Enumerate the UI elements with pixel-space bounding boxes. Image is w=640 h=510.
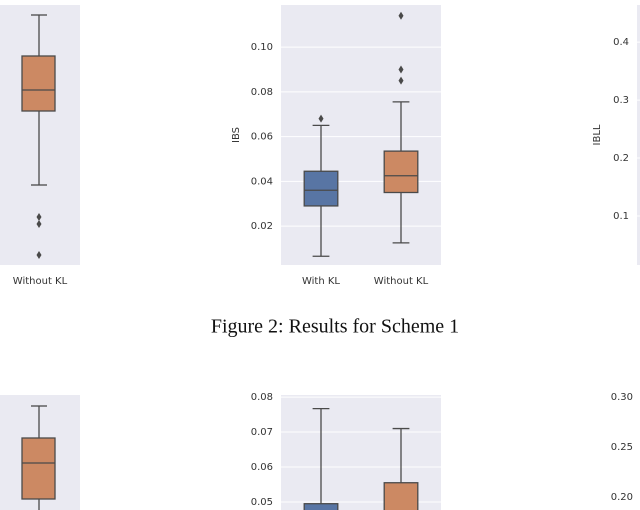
figure-caption: Figure 2: Results for Scheme 1 — [211, 316, 459, 338]
y-tick-label: 0.1 — [613, 211, 629, 222]
outlier — [398, 11, 404, 20]
y-tick-label: 0.08 — [251, 392, 273, 403]
axes-bg — [281, 5, 441, 265]
y-axis-label: IBS — [231, 127, 242, 143]
box — [303, 503, 339, 510]
panel: 0.1 0.2 0.3 0.4 IBLL — [592, 5, 640, 265]
box-plot — [383, 427, 419, 510]
y-tick-label: 0.04 — [251, 176, 273, 187]
y-tick-label: 0.3 — [613, 95, 629, 106]
y-tick-label: 0.25 — [611, 442, 633, 453]
y-tick-label: 0.06 — [251, 132, 273, 143]
y-tick-label: 0.20 — [611, 492, 633, 503]
x-tick-label: Without KL — [13, 276, 68, 287]
box — [303, 170, 339, 207]
box-plot — [383, 11, 419, 244]
y-tick-label: 0.07 — [251, 427, 273, 438]
y-tick-label: 0.05 — [251, 497, 273, 508]
panel: 0.02 0.04 0.06 0.08 0.10 IBS With KL Without KL — [231, 5, 441, 287]
y-tick-label: 0.08 — [251, 87, 273, 98]
y-tick-label: 0.30 — [611, 392, 633, 403]
outlier — [318, 114, 324, 123]
axes-bg — [637, 5, 640, 265]
box-plot — [303, 407, 339, 510]
y-tick-label: 0.2 — [613, 153, 629, 164]
outlier — [398, 76, 404, 85]
top-left-panel: Without KL — [0, 5, 80, 287]
box — [21, 55, 56, 112]
outlier — [398, 65, 404, 74]
outliers — [36, 213, 42, 259]
box-plot — [303, 114, 339, 257]
box — [21, 437, 56, 500]
panel: 0.20 0.25 0.30 — [611, 392, 633, 503]
y-tick-label: 0.02 — [251, 221, 273, 232]
panel: 0.05 0.06 0.07 0.08 — [251, 392, 441, 510]
y-tick-label: 0.10 — [251, 42, 273, 53]
y-axis-label: IBLL — [592, 124, 603, 145]
box — [383, 482, 419, 510]
bottom-left-panel — [0, 395, 80, 510]
x-tick-label: Without KL — [374, 276, 429, 287]
y-tick-label: 0.4 — [613, 37, 629, 48]
y-tick-label: 0.06 — [251, 462, 273, 473]
x-tick-label: With KL — [302, 276, 340, 287]
box — [383, 150, 419, 194]
